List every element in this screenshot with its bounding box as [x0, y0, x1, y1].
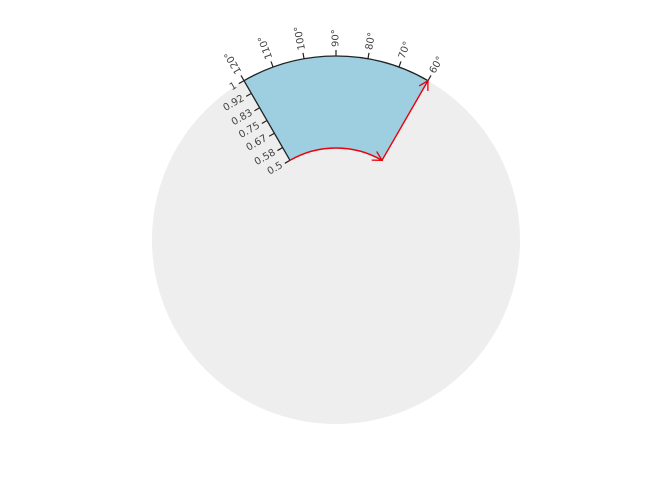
angle-tick-mark: [240, 75, 245, 81]
radial-tick-mark: [261, 119, 268, 125]
radial-tick-mark: [254, 107, 260, 112]
angle-tick-mark: [367, 52, 370, 59]
angle-tick-label: 110°: [257, 34, 276, 60]
angle-tick-label: 120°: [223, 49, 245, 75]
radial-tick-mark: [284, 159, 291, 164]
arrows: [289, 79, 429, 161]
angle-tick-label: 60°: [428, 55, 446, 76]
radial-tick-mark: [245, 92, 252, 97]
angle-tick-mark: [398, 61, 402, 68]
radial-tick-mark: [277, 147, 283, 152]
radial-arrow: [381, 79, 429, 161]
radial-tick-label: 1: [228, 80, 239, 93]
background-disk: [152, 56, 520, 424]
angle-tick-mark: [270, 61, 274, 68]
angle-tick-label: 90°: [331, 29, 342, 47]
angle-tick-label: 100°: [293, 25, 308, 51]
angle-tick-label: 80°: [364, 32, 378, 51]
radial-tick-mark: [268, 132, 275, 137]
arc-arrow: [289, 147, 384, 161]
angle-tick-label: 70°: [397, 40, 413, 60]
sector-fill: [244, 56, 428, 161]
radial-tick-mark: [238, 80, 245, 85]
angle-tick-mark: [427, 75, 432, 81]
angle-tick-mark: [302, 52, 305, 59]
